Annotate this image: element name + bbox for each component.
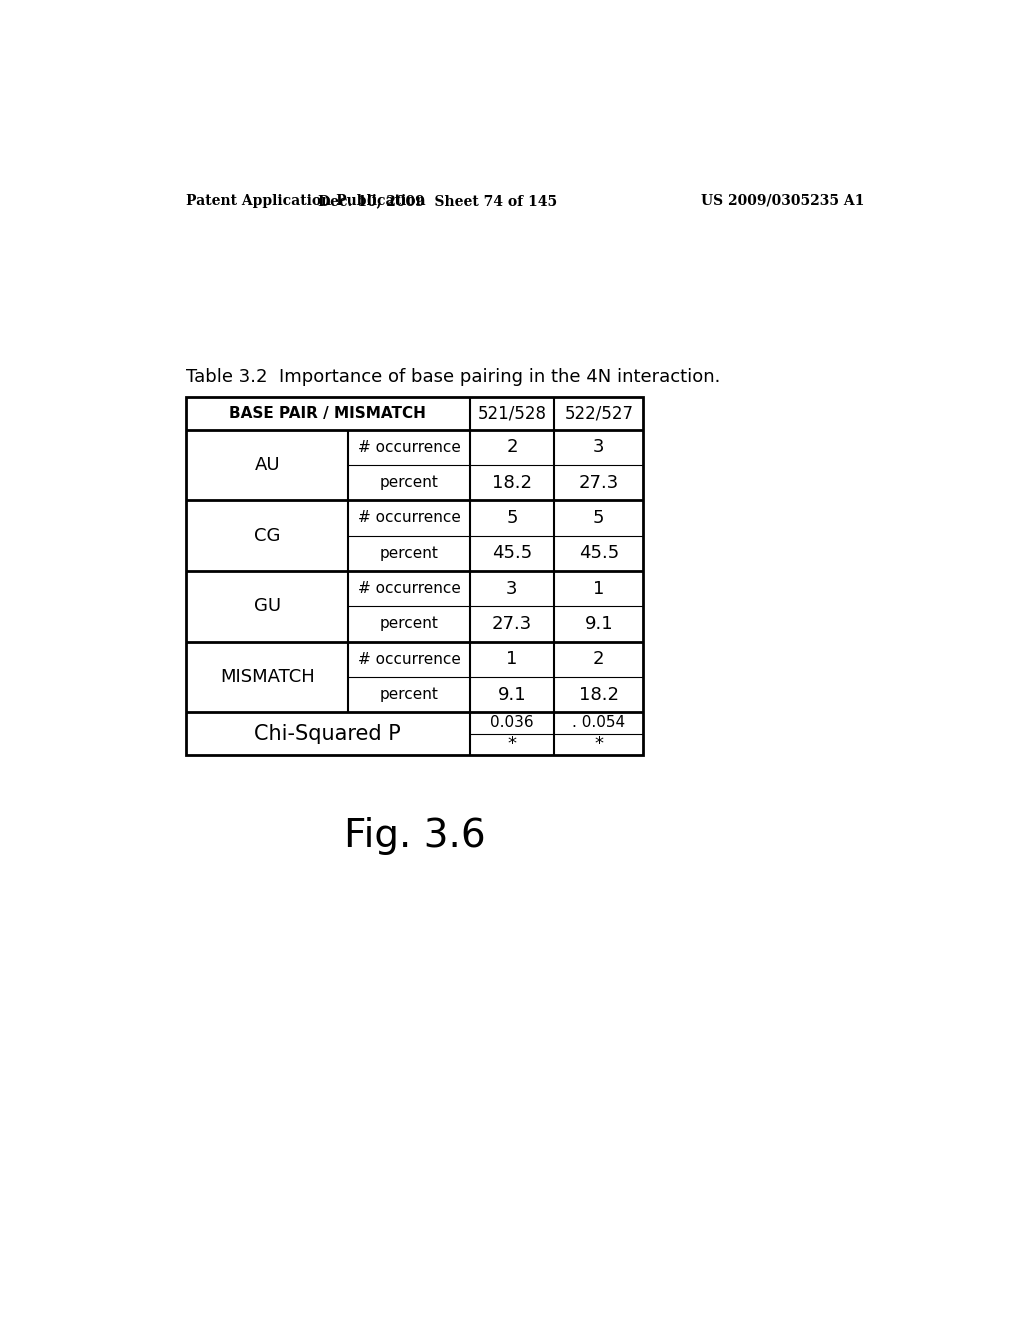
Text: . 0.054: . 0.054 [572,715,626,730]
Text: # occurrence: # occurrence [357,652,461,667]
Text: GU: GU [254,597,281,615]
Text: Dec. 10, 2009  Sheet 74 of 145: Dec. 10, 2009 Sheet 74 of 145 [318,194,557,207]
Text: Patent Application Publication: Patent Application Publication [186,194,426,207]
Text: 45.5: 45.5 [579,544,618,562]
Text: 45.5: 45.5 [492,544,532,562]
Text: 522/527: 522/527 [564,404,633,422]
Text: Table 3.2  Importance of base pairing in the 4N interaction.: Table 3.2 Importance of base pairing in … [186,367,721,385]
Text: 1: 1 [506,651,517,668]
Text: 9.1: 9.1 [585,615,613,634]
Text: 3: 3 [506,579,518,598]
Text: 18.2: 18.2 [579,685,618,704]
Text: *: * [508,735,516,754]
Text: AU: AU [255,455,281,474]
Bar [186,397,643,755]
Text: percent: percent [380,688,438,702]
Text: BASE PAIR / MISMATCH: BASE PAIR / MISMATCH [229,405,426,421]
Text: # occurrence: # occurrence [357,511,461,525]
Text: 18.2: 18.2 [492,474,531,491]
Text: percent: percent [380,475,438,490]
Text: 2: 2 [593,651,604,668]
Text: 521/528: 521/528 [477,404,547,422]
Text: MISMATCH: MISMATCH [220,668,314,686]
Text: 27.3: 27.3 [492,615,532,634]
Text: percent: percent [380,616,438,631]
Text: 3: 3 [593,438,604,457]
Text: CG: CG [254,527,281,545]
Text: Chi-Squared P: Chi-Squared P [255,723,401,743]
Text: 2: 2 [506,438,518,457]
Text: 0.036: 0.036 [490,715,534,730]
Text: # occurrence: # occurrence [357,440,461,455]
Text: 5: 5 [593,510,604,527]
Text: 27.3: 27.3 [579,474,618,491]
Text: 5: 5 [506,510,518,527]
Text: percent: percent [380,545,438,561]
Text: 1: 1 [593,579,604,598]
Text: *: * [594,735,603,754]
Text: US 2009/0305235 A1: US 2009/0305235 A1 [700,194,864,207]
Text: 9.1: 9.1 [498,685,526,704]
Text: Fig. 3.6: Fig. 3.6 [344,817,485,855]
Text: # occurrence: # occurrence [357,581,461,597]
